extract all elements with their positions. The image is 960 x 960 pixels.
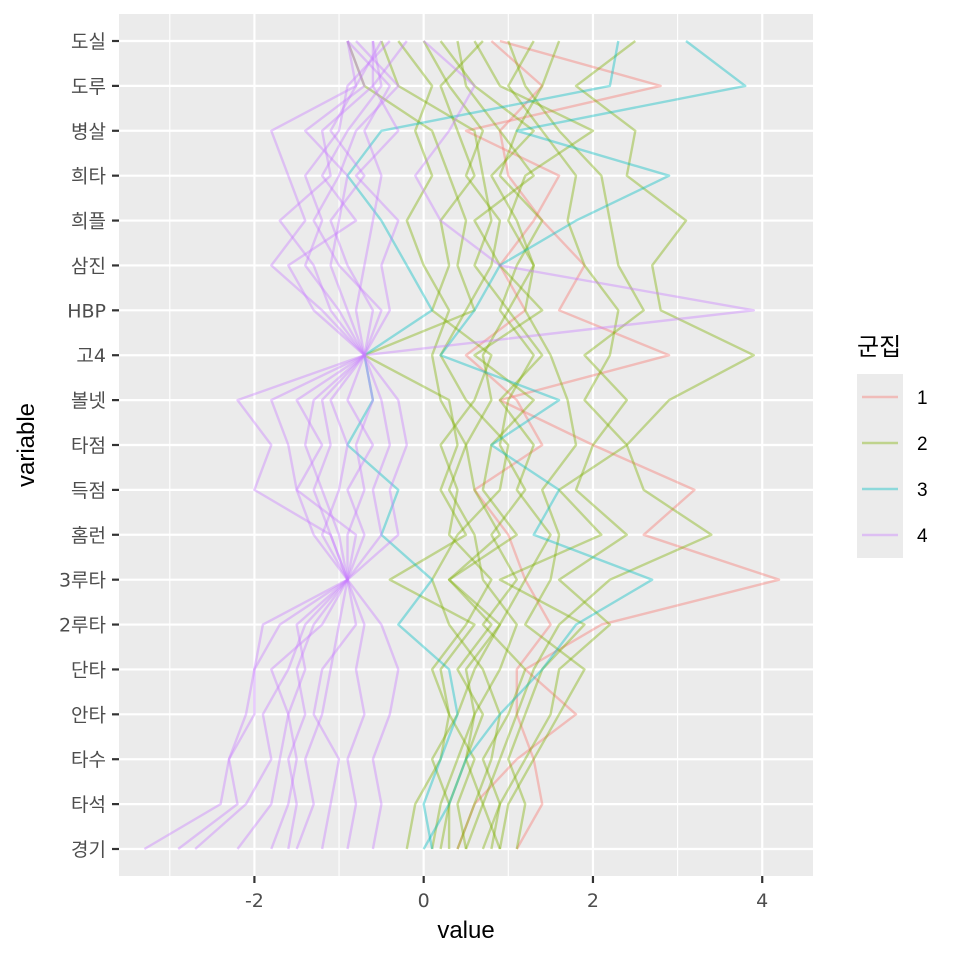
- y-tick-label: 타점: [71, 435, 106, 457]
- series-4-line: [346, 40, 755, 850]
- x-tick-label: 0: [418, 890, 430, 912]
- x-tick-label: 4: [756, 890, 768, 912]
- series-4-line: [295, 40, 383, 850]
- series-4-line: [270, 40, 383, 850]
- series-2-line: [430, 40, 544, 850]
- series-4-line: [194, 40, 391, 850]
- y-tick-label: 고4: [76, 345, 106, 367]
- series-2-line: [481, 40, 561, 850]
- legend-key-background: [857, 374, 903, 558]
- legend-label-4: 4: [917, 526, 928, 547]
- y-tick-label: 삼진: [71, 255, 106, 277]
- y-tick-label: 병살: [71, 121, 106, 143]
- series-2-line: [405, 40, 493, 850]
- y-tick-label: HBP: [67, 300, 106, 322]
- series-4-line: [143, 40, 366, 851]
- y-tick-label: 희플: [71, 211, 106, 233]
- series-3-line: [346, 40, 620, 850]
- series-2-line: [380, 40, 510, 849]
- y-tick-label: 득점: [71, 480, 106, 502]
- x-axis-title: value: [437, 917, 494, 944]
- legend: 군집 1 2 3 4: [857, 333, 928, 558]
- x-tick-label: -2: [245, 890, 264, 912]
- legend-title: 군집: [857, 333, 901, 361]
- series-1-line: [456, 40, 781, 850]
- legend-label-3: 3: [917, 480, 928, 501]
- grid-lines: [119, 14, 813, 876]
- series-2-line: [422, 40, 510, 850]
- series-2-line: [397, 40, 518, 850]
- series-4-line: [236, 40, 366, 850]
- y-tick-label: 홈런: [71, 525, 106, 547]
- y-tick-label: 도실: [71, 31, 106, 53]
- y-tick-label: 2루타: [59, 615, 106, 637]
- series-2-line: [464, 40, 755, 850]
- series-4-line: [346, 40, 408, 850]
- x-axis: -2 0 2 4: [245, 876, 768, 912]
- series-2-line: [498, 40, 628, 850]
- legend-label-1: 1: [917, 388, 928, 409]
- series-2-line: [346, 40, 476, 850]
- y-tick-label: 볼넷: [71, 390, 106, 412]
- data-lines: [143, 39, 781, 851]
- y-tick-label: 희타: [71, 166, 106, 188]
- y-axis-title: variable: [13, 403, 40, 487]
- legend-label-2: 2: [917, 434, 928, 455]
- y-tick-label: 안타: [71, 704, 106, 726]
- y-tick-label: 경기: [71, 839, 106, 861]
- series-1-line: [464, 39, 662, 850]
- series-2-line: [430, 40, 552, 850]
- series-4-line: [312, 40, 391, 850]
- y-tick-label: 3루타: [59, 570, 106, 592]
- y-tick-label: 타석: [71, 794, 106, 816]
- series-2-line: [473, 40, 595, 850]
- series-2-line: [481, 40, 645, 850]
- y-tick-label: 도루: [71, 76, 106, 98]
- x-tick-label: 2: [587, 890, 599, 912]
- series-4-line: [177, 41, 375, 850]
- y-tick-label: 타수: [71, 749, 106, 771]
- series-3-line: [422, 40, 747, 850]
- series-4-line: [287, 40, 400, 850]
- y-axis: 경기 타석 타수 안타 단타 2루타 3루타 홈런 득점 타점 볼넷 고4 HBP 삼진 희플 희타 병살 도루 도…: [59, 31, 119, 861]
- y-tick-label: 단타: [71, 659, 106, 681]
